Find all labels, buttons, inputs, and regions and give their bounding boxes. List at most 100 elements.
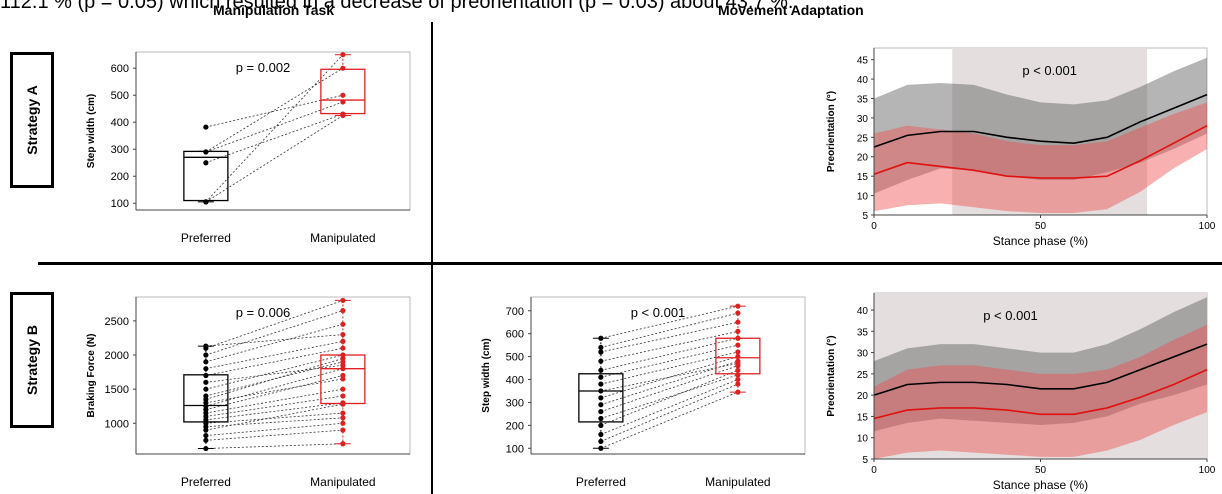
data-point xyxy=(203,445,209,452)
pair-line xyxy=(205,334,343,347)
y-tick-label: 20 xyxy=(857,153,869,164)
manipulation-task-title: Manipulation Task xyxy=(213,2,335,18)
strategy-a-label: Strategy A xyxy=(24,85,40,155)
pair-line xyxy=(600,379,739,435)
y-tick-label: 700 xyxy=(506,306,524,318)
data-point xyxy=(340,345,346,351)
y-tick-label: 400 xyxy=(506,375,524,387)
p-value-annotation: p = 0.002 xyxy=(236,60,291,75)
confidence-band xyxy=(874,102,1207,214)
pair-line xyxy=(205,54,344,203)
pair-line xyxy=(205,347,343,376)
data-point xyxy=(203,352,209,358)
pair-line xyxy=(205,417,343,428)
data-point xyxy=(598,388,604,394)
pair-line xyxy=(205,300,344,349)
data-point xyxy=(598,415,604,422)
data-point xyxy=(598,344,604,351)
mean-line xyxy=(873,124,1208,179)
data-point xyxy=(735,335,741,341)
y-tick-label: 100 xyxy=(111,198,129,210)
strategy-b-label: Strategy B xyxy=(24,324,40,396)
x-category-label: Manipulated xyxy=(310,475,375,489)
strategy-b-step-width-chart: 100 200 300 400 500 600 700 Step width (cm) Pref… xyxy=(481,296,806,489)
data-point xyxy=(340,338,346,344)
pair-line xyxy=(600,337,738,371)
data-point xyxy=(340,321,346,327)
y-axis-label: Preorientation (°) xyxy=(826,335,837,416)
x-axis-label: Stance phase (%) xyxy=(993,478,1088,492)
x-tick-label: 0 xyxy=(871,465,877,476)
x-category-label: Manipulated xyxy=(310,231,375,245)
data-point xyxy=(203,372,209,379)
pair-line xyxy=(205,310,343,356)
data-point xyxy=(203,432,209,439)
pair-line xyxy=(205,113,344,164)
data-point xyxy=(598,349,604,355)
x-category-label: Manipulated xyxy=(705,475,770,489)
pair-line xyxy=(205,402,343,421)
box xyxy=(183,150,229,202)
pair-line xyxy=(205,403,343,431)
data-point xyxy=(203,343,209,349)
data-point xyxy=(340,400,346,406)
data-point xyxy=(203,366,209,372)
data-point xyxy=(340,308,346,314)
vertical-divider xyxy=(431,22,433,494)
plot-frame xyxy=(135,296,411,455)
y-tick-label: 300 xyxy=(111,144,129,156)
pair-line xyxy=(600,365,738,412)
y-tick-label: 40 xyxy=(857,75,869,86)
p-value-annotation: p < 0.001 xyxy=(631,305,686,320)
y-tick-label: 30 xyxy=(857,114,869,125)
y-tick-label: 300 xyxy=(506,397,524,409)
header-text: 112.1 % (p = 0.05) which resulted in a d… xyxy=(0,0,794,13)
y-tick-label: 1500 xyxy=(105,384,129,396)
p-value-annotation: p < 0.001 xyxy=(1022,63,1077,78)
data-point xyxy=(598,408,604,415)
data-point xyxy=(203,199,209,205)
data-point xyxy=(340,111,346,117)
x-tick-label: 100 xyxy=(1199,221,1216,232)
p-value-annotation: p < 0.001 xyxy=(983,308,1038,323)
pair-line xyxy=(205,94,343,128)
p-value-annotation: p = 0.006 xyxy=(236,305,291,320)
y-tick-label: 600 xyxy=(111,63,129,75)
y-tick-label: 200 xyxy=(506,420,524,432)
data-point xyxy=(203,386,209,392)
pair-line xyxy=(205,388,343,414)
y-tick-label: 10 xyxy=(857,192,869,203)
data-point xyxy=(340,92,346,98)
data-point xyxy=(203,124,209,130)
x-category-label: Preferred xyxy=(576,475,626,489)
y-tick-label: 600 xyxy=(506,329,524,341)
strategy-b-box: Strategy B xyxy=(10,292,54,428)
x-tick-label: 100 xyxy=(1199,465,1216,476)
y-tick-label: 400 xyxy=(111,117,129,129)
data-point xyxy=(735,342,741,348)
strategy-b-braking-force-chart: 1000 1500 2000 2500 Braking Force (N) Preferr… xyxy=(86,296,411,489)
data-point xyxy=(340,297,346,304)
pair-line xyxy=(205,115,344,203)
data-point xyxy=(203,393,209,399)
pair-line xyxy=(600,344,738,378)
strategy-a-preorientation-chart: 5 10 15 20 25 30 35 40 45 0 50 100 Preorientation (°… xyxy=(826,47,1216,248)
pair-line xyxy=(205,67,344,153)
pair-line xyxy=(205,364,343,383)
y-tick-label: 45 xyxy=(857,56,869,67)
data-point xyxy=(598,381,604,387)
data-point xyxy=(340,65,346,71)
y-axis-label: Preorientation (°) xyxy=(826,91,837,172)
y-tick-label: 500 xyxy=(506,352,524,364)
significance-region xyxy=(952,48,1148,215)
data-point xyxy=(340,420,346,426)
mean-line xyxy=(873,343,1208,396)
x-tick-label: 50 xyxy=(1035,221,1047,232)
pair-line xyxy=(205,101,344,153)
significance-region xyxy=(874,293,1207,459)
box xyxy=(578,373,624,423)
data-point xyxy=(598,367,604,373)
box xyxy=(320,68,366,115)
confidence-band xyxy=(874,324,1207,459)
data-point xyxy=(598,438,604,444)
